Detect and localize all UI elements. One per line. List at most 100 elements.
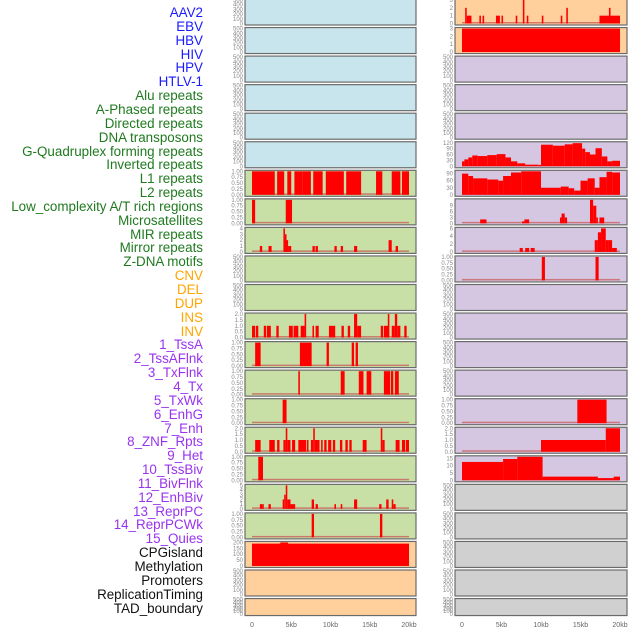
data-bar	[298, 371, 300, 395]
data-bar	[517, 163, 526, 167]
y-tick-label: 1.00	[231, 341, 243, 347]
data-bar	[552, 145, 565, 167]
track-label: 9_Het	[167, 448, 203, 464]
y-tick-label: 0	[450, 193, 454, 199]
panel-background	[454, 483, 628, 511]
y-tick-label: 200	[443, 98, 454, 104]
data-bar	[480, 219, 487, 224]
track-label: 2_TssAFlnk	[133, 351, 203, 367]
data-bar	[328, 325, 336, 338]
panel-background	[244, 597, 417, 617]
data-bar	[522, 0, 525, 24]
y-tick-label: 4	[240, 488, 244, 494]
y-tick-label: 0.0	[235, 336, 244, 342]
y-tick-label: 2	[240, 238, 244, 244]
y-tick-label: 0	[450, 564, 454, 570]
y-tick-label: 200	[443, 583, 454, 589]
data-bar	[612, 172, 620, 195]
y-tick-label: 2	[240, 497, 244, 503]
y-tick-label: 500	[443, 312, 454, 318]
data-bar	[593, 205, 597, 224]
data-bar	[266, 325, 271, 338]
y-tick-label: 100	[443, 588, 454, 594]
data-bar	[503, 176, 511, 195]
y-tick-label: 5	[450, 471, 454, 477]
y-tick-label: 3	[450, 0, 454, 4]
data-bar	[259, 504, 263, 509]
track-label: DEL	[176, 282, 203, 297]
data-bar	[268, 504, 271, 509]
y-tick-label: 4	[240, 226, 244, 232]
data-bar	[501, 15, 504, 24]
y-tick-label: 1.00	[231, 455, 243, 461]
y-tick-label: 30	[446, 186, 453, 192]
y-tick-label: 0.5	[235, 444, 244, 450]
data-bar	[304, 314, 307, 338]
y-tick-label: 400	[443, 488, 454, 494]
data-bar	[311, 499, 315, 509]
y-tick-label: 300	[443, 550, 454, 556]
y-tick-label: 0.25	[441, 273, 453, 279]
track-label: 1_TssA	[159, 337, 203, 353]
track-label: 10_TssBiv	[141, 462, 203, 478]
y-tick-label: 100	[443, 302, 454, 308]
data-bar	[280, 542, 289, 566]
data-bar	[594, 240, 598, 252]
y-tick-label: 200	[443, 497, 454, 503]
data-bar	[613, 476, 620, 481]
y-tick-label: 200	[233, 540, 244, 546]
data-bar	[587, 178, 595, 195]
y-tick-label: 1.5	[235, 318, 244, 324]
y-tick-label: 100	[443, 609, 454, 615]
data-bar	[380, 325, 384, 338]
y-tick-label: 0.00	[231, 535, 243, 541]
data-bar	[282, 399, 287, 424]
y-tick-label: 1.5	[445, 432, 454, 438]
y-tick-label: 200	[443, 69, 454, 75]
x-tick-label: 0	[250, 622, 254, 629]
track-label: INS	[180, 309, 203, 325]
data-bar	[505, 157, 511, 167]
data-bar	[324, 440, 327, 452]
data-bar	[339, 440, 343, 452]
track-label: HPV	[175, 60, 203, 76]
track-label: G-Quadruplex forming repeats	[22, 143, 203, 159]
data-bar	[376, 171, 383, 195]
baseline-strip	[462, 250, 620, 252]
y-tick-label: 200	[443, 298, 454, 304]
y-tick-label: 500	[443, 84, 454, 90]
track-label: 7_Enh	[164, 420, 203, 436]
data-bar	[559, 217, 562, 224]
track-label: 8_ZNF_Rpts	[127, 434, 203, 450]
y-tick-label: 300	[443, 379, 454, 385]
panel-background	[244, 226, 417, 254]
data-bar	[285, 428, 288, 452]
y-tick-label: 400	[233, 260, 244, 266]
y-tick-label: 1.5	[235, 432, 244, 438]
y-tick-label: 90	[446, 172, 453, 178]
data-bar	[395, 440, 400, 452]
y-tick-label: 200	[443, 606, 454, 612]
data-bar	[312, 325, 315, 338]
y-tick-label: 300	[233, 36, 244, 42]
track-label: 4_Tx	[173, 378, 203, 394]
panel-background	[244, 283, 417, 312]
data-bar	[252, 171, 275, 195]
y-tick-label: 200	[443, 555, 454, 561]
y-tick-label: 0.75	[231, 518, 243, 524]
y-tick-label: 0	[240, 507, 244, 513]
data-bar	[564, 217, 568, 224]
y-tick-label: 0	[450, 136, 454, 142]
y-tick-label: 100	[233, 45, 244, 51]
track-label: INV	[180, 323, 203, 339]
data-bar	[283, 228, 285, 252]
data-bar	[541, 256, 545, 281]
y-tick-label: 120	[443, 141, 454, 147]
y-tick-label: 500	[233, 255, 244, 261]
track-label: L2 repeats	[139, 185, 203, 201]
data-bar	[462, 161, 465, 167]
y-tick-label: 0	[450, 250, 454, 256]
data-bar	[521, 171, 541, 195]
y-tick-label: 90	[446, 147, 453, 153]
panel-background	[244, 55, 417, 83]
